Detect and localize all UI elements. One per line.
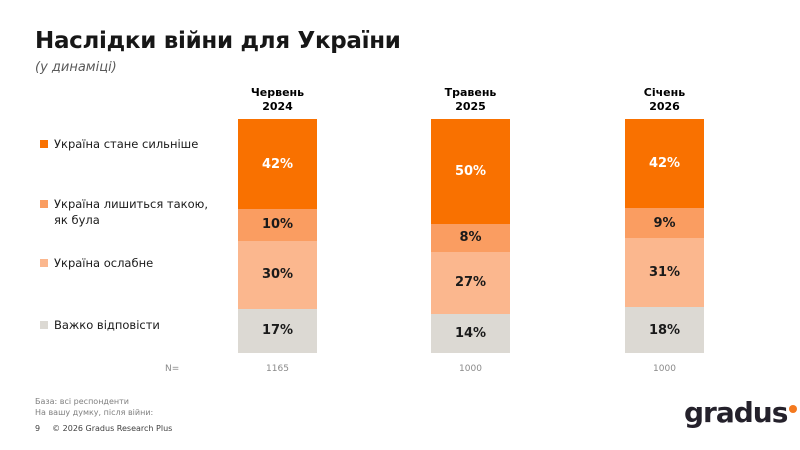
bar-segment: 50% — [431, 119, 510, 224]
legend-item-label: Україна лишиться такою, як була — [54, 197, 208, 227]
footer-question-note: На вашу думку, після війни: — [35, 408, 154, 418]
bar-segment-label: 27% — [454, 275, 487, 291]
legend-item-label: Україна стане сильніше — [54, 137, 199, 151]
n-value: 1000 — [459, 364, 482, 374]
bar-segment: 31% — [625, 237, 704, 308]
stacked-bar: 50% 8% 27% 14% — [431, 119, 510, 353]
legend-item: Україна стане сильніше — [40, 137, 198, 153]
n-value: 1165 — [266, 364, 289, 374]
brand-logo: gradus — [684, 396, 798, 429]
bar-segment: 10% — [238, 209, 317, 241]
bar-segment: 9% — [625, 208, 704, 238]
column-header: Січень 2026 — [643, 86, 686, 113]
bar-segment-label: 8% — [459, 230, 482, 246]
bar-segment-label: 9% — [653, 215, 676, 231]
legend-item: Україна лишиться такою, як була — [40, 197, 208, 228]
bar-segment: 27% — [431, 251, 510, 315]
bar-segment: 42% — [238, 119, 317, 210]
legend-swatch-icon — [40, 259, 48, 267]
bar-segment-label: 42% — [261, 156, 294, 172]
bar-segment-label: 18% — [648, 322, 681, 338]
legend: Україна стане сильніше Україна лишиться т… — [0, 0, 235, 450]
brand-dot-icon — [789, 405, 798, 413]
stacked-bar: 42% 10% 30% 17% — [238, 119, 317, 354]
page-subtitle: (у динаміці) — [35, 60, 117, 75]
legend-item: Важко відповісти — [40, 318, 160, 334]
legend-swatch-icon — [40, 200, 48, 208]
legend-item-label: Важко відповісти — [54, 318, 160, 332]
brand-logo-text: gradus — [684, 396, 788, 429]
copyright: © 2026 Gradus Research Plus — [52, 424, 173, 433]
legend-swatch-icon — [40, 140, 48, 148]
stacked-bar: 42% 9% 31% 18% — [625, 119, 704, 353]
bar-segment-label: 50% — [454, 163, 487, 179]
n-value: 1000 — [653, 364, 676, 374]
bar-segment: 42% — [625, 119, 704, 209]
bar-segment: 30% — [238, 240, 317, 309]
bar-segment-label: 30% — [261, 267, 294, 283]
column-header: Травень 2025 — [444, 86, 497, 113]
legend-item-label: Україна ослабне — [54, 256, 154, 270]
bar-segment: 8% — [431, 223, 510, 252]
footer-base-note: База: всі респонденти — [35, 397, 129, 406]
page-title: Наслідки війни для України — [35, 28, 401, 54]
bar-segment: 18% — [625, 307, 704, 353]
bar-segment: 14% — [431, 314, 510, 353]
bar-segment-label: 10% — [261, 217, 294, 233]
legend-swatch-icon — [40, 321, 48, 329]
bar-segment: 17% — [238, 308, 317, 354]
bar-segment-label: 17% — [261, 323, 294, 339]
page-number: 9 — [35, 424, 41, 433]
n-label: N= — [165, 364, 180, 374]
bar-segment-label: 31% — [648, 265, 681, 281]
column-header: Червень 2024 — [250, 86, 305, 113]
bar-segment-label: 42% — [648, 156, 681, 172]
footer-copy: 9 © 2026 Gradus Research Plus — [35, 424, 172, 433]
footer-notes: База: всі респонденти На вашу думку, піс… — [35, 396, 153, 418]
bar-segment-label: 14% — [454, 326, 487, 342]
legend-item: Україна ослабне — [40, 256, 153, 272]
